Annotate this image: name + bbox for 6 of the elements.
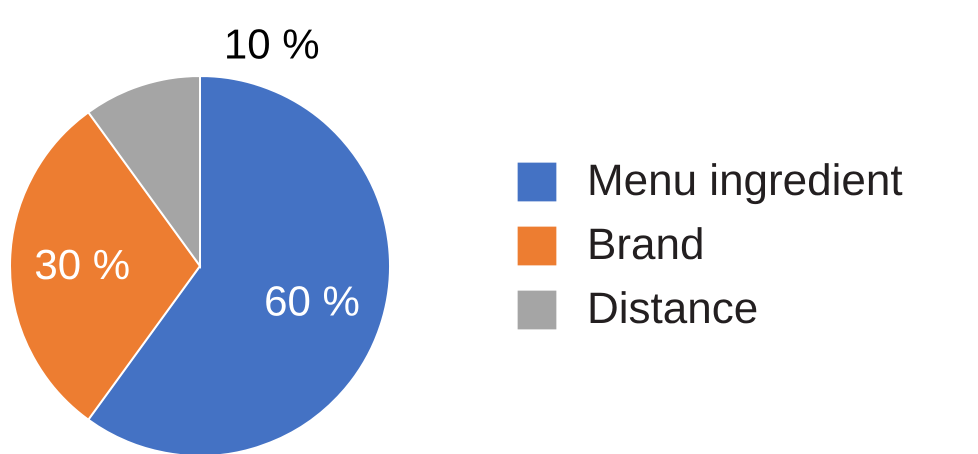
data-label: 60 %	[264, 277, 360, 324]
legend-label: Distance	[587, 284, 758, 333]
data-label: 10 %	[224, 20, 320, 68]
legend-label: Menu ingredient	[587, 156, 903, 205]
legend-label: Brand	[587, 220, 704, 269]
data-label: 30 %	[34, 241, 130, 288]
